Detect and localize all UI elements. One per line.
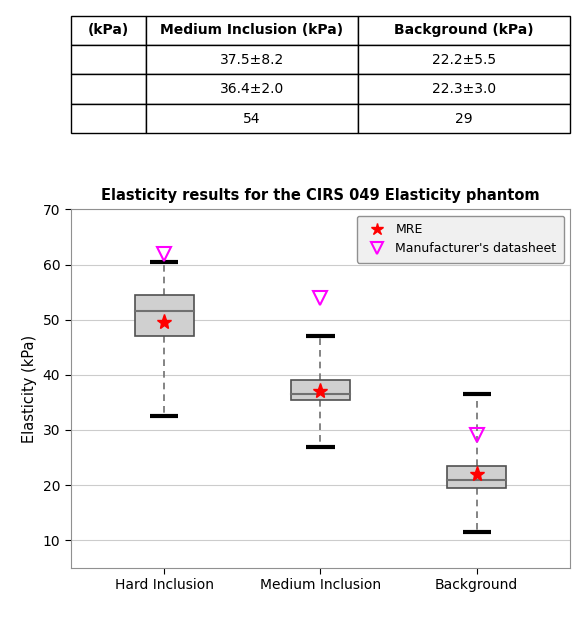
Bar bbox=[135, 295, 194, 336]
Legend: MRE, Manufacturer's datasheet: MRE, Manufacturer's datasheet bbox=[357, 216, 564, 263]
Y-axis label: Elasticity (kPa): Elasticity (kPa) bbox=[22, 334, 37, 442]
Title: Elasticity results for the CIRS 049 Elasticity phantom: Elasticity results for the CIRS 049 Elas… bbox=[101, 188, 540, 203]
Bar bbox=[447, 466, 506, 488]
Bar bbox=[291, 381, 350, 399]
